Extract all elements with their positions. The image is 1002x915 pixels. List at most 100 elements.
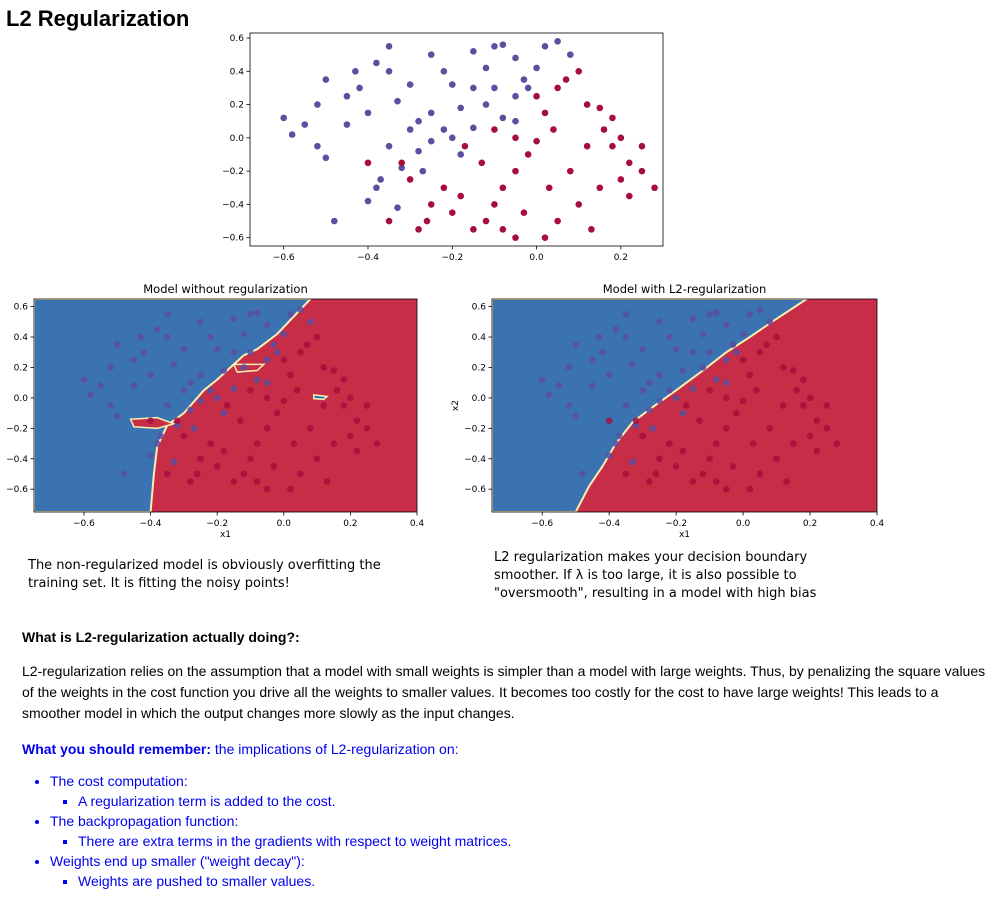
data-point-blue bbox=[280, 114, 288, 122]
x-tick-label: −0.4 bbox=[140, 519, 162, 529]
data-point-blue bbox=[723, 379, 730, 386]
data-point-blue bbox=[689, 348, 697, 356]
data-point-blue bbox=[263, 356, 271, 364]
data-point-blue bbox=[646, 379, 653, 386]
implications-list: The cost computation: A regularization t… bbox=[22, 771, 511, 891]
data-point-red bbox=[363, 425, 371, 432]
data-point-red bbox=[596, 104, 604, 112]
data-point-blue bbox=[207, 333, 214, 341]
data-point-red bbox=[713, 478, 720, 485]
data-point-red bbox=[766, 425, 774, 432]
data-point-red bbox=[800, 376, 807, 383]
plot-area bbox=[492, 299, 877, 512]
data-point-blue bbox=[343, 121, 351, 128]
remember-bold: What you should remember: bbox=[22, 741, 212, 757]
x-tick-label: 0.2 bbox=[614, 253, 628, 263]
data-point-blue bbox=[723, 321, 730, 329]
data-point-blue bbox=[579, 470, 586, 478]
data-point-red bbox=[652, 470, 660, 478]
data-point-blue bbox=[615, 432, 623, 440]
x-tick-label: 0.4 bbox=[410, 519, 425, 529]
data-point-blue bbox=[427, 51, 435, 58]
data-point-blue bbox=[197, 318, 204, 326]
data-point-red bbox=[280, 397, 288, 405]
data-point-blue bbox=[280, 330, 288, 338]
data-point-red bbox=[491, 201, 498, 208]
data-point-red bbox=[600, 126, 608, 133]
data-point-blue bbox=[566, 51, 574, 58]
data-point-red bbox=[512, 167, 519, 175]
data-point-blue bbox=[213, 345, 221, 353]
data-point-blue bbox=[307, 318, 314, 326]
data-point-red bbox=[605, 417, 613, 425]
section-question: What is L2-regularization actually doing… bbox=[22, 629, 300, 645]
list-item: The backpropagation function: There are … bbox=[50, 811, 511, 851]
data-point-red bbox=[193, 470, 201, 478]
data-point-red bbox=[499, 226, 507, 233]
x-tick-label: −0.2 bbox=[206, 519, 228, 529]
data-point-red bbox=[173, 417, 181, 425]
data-point-red bbox=[385, 217, 393, 225]
data-point-blue bbox=[406, 81, 414, 88]
data-point-blue bbox=[270, 341, 278, 348]
data-point-red bbox=[550, 126, 557, 133]
data-point-red bbox=[746, 485, 754, 493]
data-point-red bbox=[823, 425, 831, 432]
data-point-blue bbox=[448, 134, 456, 142]
data-point-blue bbox=[605, 371, 613, 379]
data-point-blue bbox=[330, 217, 338, 225]
data-point-blue bbox=[541, 43, 549, 50]
data-point-red bbox=[779, 402, 787, 409]
training-data-scatter: −0.6 −0.4 −0.2 0.0 0.2 −0.6 −0.4 −0.2 0.0 0.2 0.4 0… bbox=[222, 32, 664, 263]
data-point-blue bbox=[80, 376, 88, 383]
x-tick-label: −0.2 bbox=[665, 519, 687, 529]
data-point-blue bbox=[729, 341, 737, 348]
data-point-blue bbox=[491, 43, 498, 50]
data-point-red bbox=[575, 201, 583, 208]
data-point-blue bbox=[220, 409, 228, 417]
y-axis-label: x2 bbox=[451, 400, 461, 411]
data-point-blue bbox=[180, 386, 188, 394]
data-point-red bbox=[596, 184, 604, 192]
data-point-blue bbox=[247, 348, 254, 356]
data-point-blue bbox=[639, 386, 646, 394]
data-point-blue bbox=[120, 470, 128, 478]
data-point-blue bbox=[322, 76, 330, 83]
data-point-red bbox=[237, 417, 244, 425]
data-point-red bbox=[609, 114, 616, 122]
data-point-blue bbox=[97, 382, 104, 390]
y-tick-label: 0.2 bbox=[472, 363, 486, 373]
data-point-red bbox=[646, 478, 653, 485]
page-title: L2 Regularization bbox=[6, 6, 190, 31]
data-point-red bbox=[415, 226, 422, 233]
data-point-red bbox=[756, 470, 764, 478]
region-blue bbox=[492, 299, 809, 512]
x-tick-label: 0.4 bbox=[870, 519, 885, 529]
data-point-red bbox=[679, 447, 687, 455]
y-tick-label: 0.0 bbox=[230, 134, 245, 144]
caption-right: L2 regularization makes your decision bo… bbox=[494, 550, 817, 601]
data-point-red bbox=[656, 455, 663, 463]
data-point-blue bbox=[689, 385, 697, 393]
data-point-blue bbox=[153, 440, 161, 447]
data-point-blue bbox=[499, 41, 507, 48]
data-point-blue bbox=[197, 397, 204, 405]
data-point-red bbox=[187, 478, 194, 485]
data-point-blue bbox=[385, 43, 393, 50]
data-point-red bbox=[583, 101, 591, 108]
data-point-blue bbox=[301, 121, 309, 128]
list-subitem: A regularization term is added to the co… bbox=[78, 791, 511, 811]
data-point-blue bbox=[240, 364, 248, 371]
data-point-red bbox=[554, 84, 561, 92]
data-point-red bbox=[746, 371, 754, 379]
data-point-red bbox=[213, 463, 221, 470]
data-point-blue bbox=[622, 402, 630, 409]
data-point-red bbox=[280, 356, 288, 364]
data-point-blue bbox=[352, 67, 359, 75]
y-tick-label: 0.4 bbox=[14, 333, 29, 343]
data-point-blue bbox=[190, 425, 198, 432]
data-point-blue bbox=[589, 356, 596, 364]
data-point-blue bbox=[113, 412, 121, 420]
data-point-red bbox=[353, 447, 361, 455]
data-point-blue bbox=[538, 376, 546, 383]
